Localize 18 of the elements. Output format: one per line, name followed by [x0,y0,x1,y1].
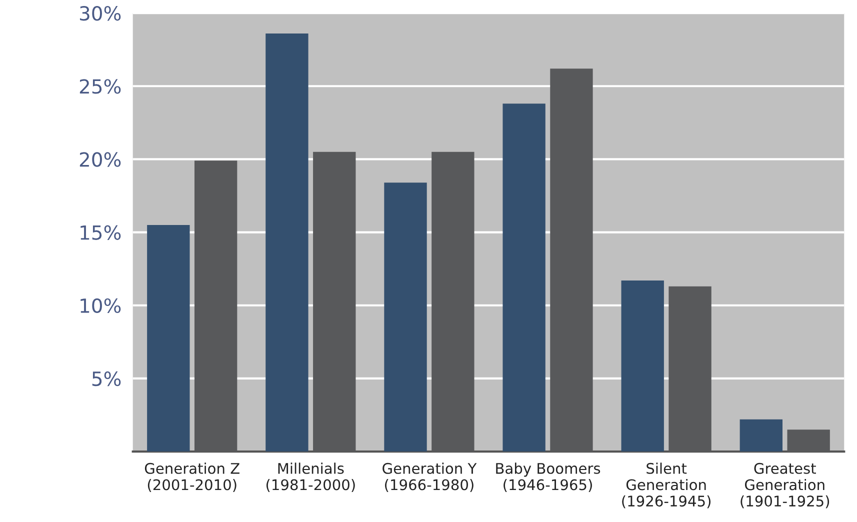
x-tick-label: Silent Generation (1926-1945) [622,462,710,508]
y-tick-label: 10% [80,298,121,314]
x-tick-label: Generation Y (1966-1980) [382,462,477,492]
bar [740,419,782,452]
y-tick-label: 30% [80,6,121,21]
bar [621,280,664,452]
y-tick-label: 15% [80,225,121,240]
bar [502,104,546,452]
bar [266,34,308,452]
bar [147,224,190,452]
x-tick-label: Generation Z (2001-2010) [144,462,240,492]
x-tick-label: Greatest Generation (1901-1925) [740,462,830,508]
y-tick-label: 25% [80,79,121,94]
y-tick-label: 20% [80,152,121,167]
x-tick-label: Baby Boomers (1946-1965) [496,462,600,492]
y-tick-label: 5% [92,371,121,386]
bar [384,182,427,452]
x-tick-label: Millenials (1981-2000) [266,462,355,492]
